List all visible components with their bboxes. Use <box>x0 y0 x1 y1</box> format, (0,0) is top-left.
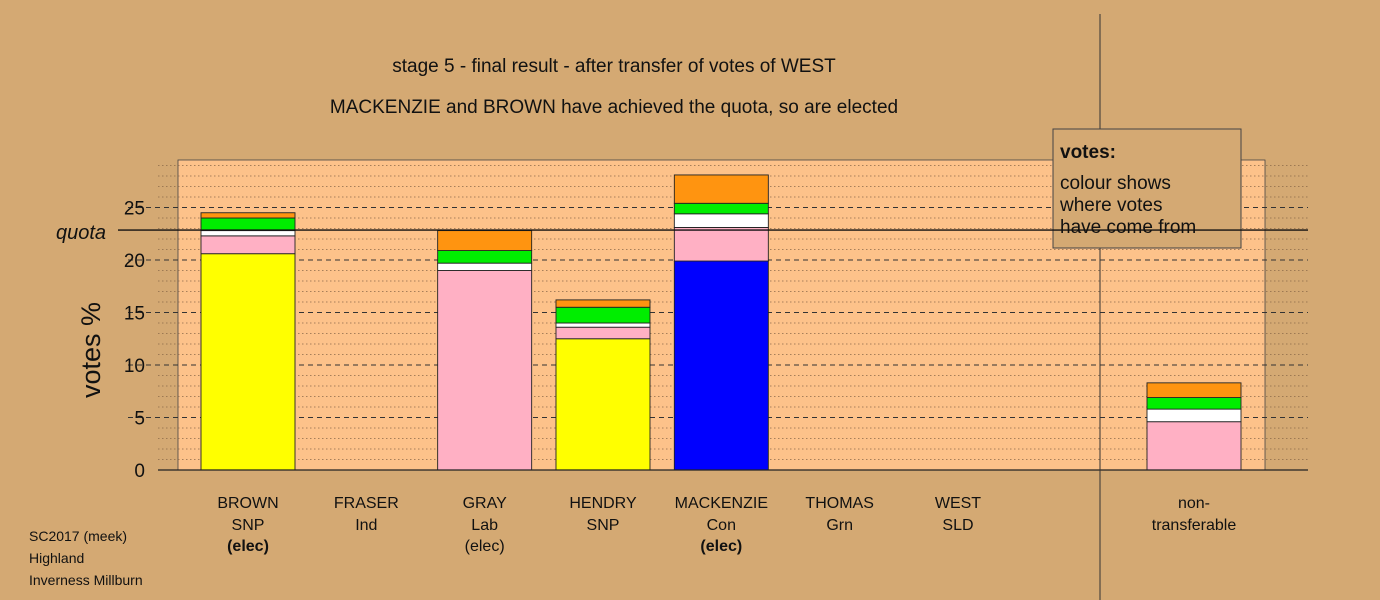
candidate-name: FRASER <box>334 495 399 512</box>
nontransferable-label: non- <box>1178 495 1210 512</box>
quota-label: quota <box>56 222 106 244</box>
bar-segment <box>200 230 296 237</box>
candidate-party: SNP <box>232 517 265 534</box>
chart-title: stage 5 - final result - after transfer … <box>392 56 836 77</box>
candidate-party: SLD <box>942 517 973 534</box>
candidate-labels: BROWN SNP (elec) FRASER Ind GRAY Lab (elec) HEND… <box>217 495 1236 555</box>
bar-segment <box>555 306 651 324</box>
bar-segment <box>200 235 296 255</box>
bar-segment <box>437 270 533 471</box>
bar-segment <box>673 260 769 471</box>
bar-segment <box>1146 382 1242 399</box>
footer-line: Inverness Millburn <box>29 572 143 588</box>
candidate-status: (elec) <box>465 538 505 555</box>
bar-segment <box>1146 421 1242 471</box>
y-tick-label: 5 <box>134 409 145 430</box>
bar-segment <box>200 253 296 471</box>
legend-line: where votes <box>1059 195 1162 216</box>
y-tick-label: 20 <box>124 251 145 272</box>
bar-segment <box>437 262 533 271</box>
candidate-party: SNP <box>587 517 620 534</box>
legend-box: votes: colour shows where votes have com… <box>1052 128 1242 249</box>
candidate-party: Ind <box>355 517 377 534</box>
bar-segment <box>200 212 296 219</box>
chart-subtitle: MACKENZIE and BROWN have achieved the qu… <box>330 97 898 118</box>
candidate-name: BROWN <box>217 495 278 512</box>
bar-segment <box>673 174 769 204</box>
bar-segment <box>1146 397 1242 410</box>
bar-segment <box>673 213 769 228</box>
bar-segment <box>200 217 296 232</box>
legend-line: have come from <box>1060 217 1196 238</box>
bar-segment <box>555 299 651 308</box>
bar-segment <box>1146 408 1242 423</box>
bar-segment <box>555 326 651 340</box>
bar-segment <box>555 322 651 328</box>
y-tick-label: 15 <box>124 304 145 325</box>
candidate-name: THOMAS <box>805 495 873 512</box>
candidate-party: Grn <box>826 517 853 534</box>
candidate-party: Lab <box>471 517 498 534</box>
y-axis-label: votes % <box>76 302 106 398</box>
footer-line: Highland <box>29 550 84 566</box>
candidate-name: MACKENZIE <box>675 495 768 512</box>
candidate-status: (elec) <box>700 538 742 555</box>
candidate-name: WEST <box>935 495 981 512</box>
bar-segment <box>555 338 651 471</box>
candidate-name: HENDRY <box>569 495 637 512</box>
bar-segment <box>437 230 533 252</box>
bar-segment <box>437 250 533 264</box>
candidate-party: Con <box>707 517 736 534</box>
nontransferable-label: transferable <box>1152 517 1237 534</box>
legend-title: votes: <box>1060 142 1116 163</box>
footer-line: SC2017 (meek) <box>29 528 127 544</box>
y-axis: 0 5 10 15 20 25 <box>124 199 1308 482</box>
candidate-status: (elec) <box>227 538 269 555</box>
candidate-name: GRAY <box>463 495 507 512</box>
y-tick-label: 0 <box>134 461 145 482</box>
bar-segment <box>673 226 769 262</box>
y-tick-label: 10 <box>124 356 145 377</box>
legend-line: colour shows <box>1060 173 1171 194</box>
y-tick-label: 25 <box>124 199 145 220</box>
bar-segment <box>673 202 769 215</box>
